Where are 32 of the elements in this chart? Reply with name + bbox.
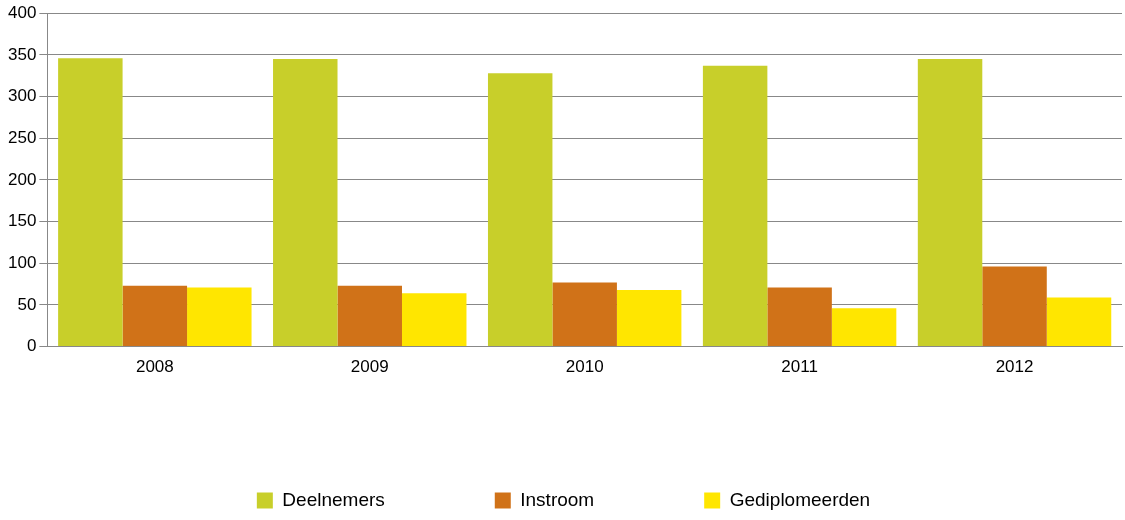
x-tick-label: 2012 — [995, 357, 1034, 377]
bar — [401, 293, 467, 347]
y-tick-label: 0 — [26, 336, 37, 356]
bar — [187, 287, 252, 347]
y-tick-label: 150 — [7, 211, 37, 231]
bar — [702, 65, 768, 347]
bar — [58, 58, 123, 347]
bar — [917, 59, 983, 347]
legend-label: Gediplomeerden — [729, 488, 871, 510]
bar — [337, 285, 402, 347]
x-tick-label: 2010 — [565, 357, 604, 377]
y-tick-label: 100 — [7, 252, 37, 272]
bar — [552, 282, 617, 347]
bar — [767, 287, 832, 347]
legend-label: Deelnemers — [282, 488, 385, 510]
bar — [273, 59, 338, 347]
bar — [487, 73, 553, 347]
x-tick-label: 2008 — [135, 357, 174, 377]
x-tick-label: 2009 — [350, 357, 389, 377]
y-tick-label: 250 — [7, 127, 37, 147]
bar — [982, 266, 1047, 347]
y-tick-label: 200 — [7, 169, 37, 189]
x-tick-label: 2011 — [781, 357, 818, 377]
bar — [1046, 297, 1112, 347]
y-tick-label: 400 — [7, 2, 37, 22]
bar — [616, 289, 682, 347]
legend-label: Instroom — [520, 488, 595, 510]
y-tick-label: 350 — [7, 44, 37, 64]
y-tick-label: 50 — [17, 294, 37, 314]
y-tick-label: 300 — [7, 86, 37, 106]
bar — [831, 308, 897, 347]
bar — [122, 285, 188, 347]
